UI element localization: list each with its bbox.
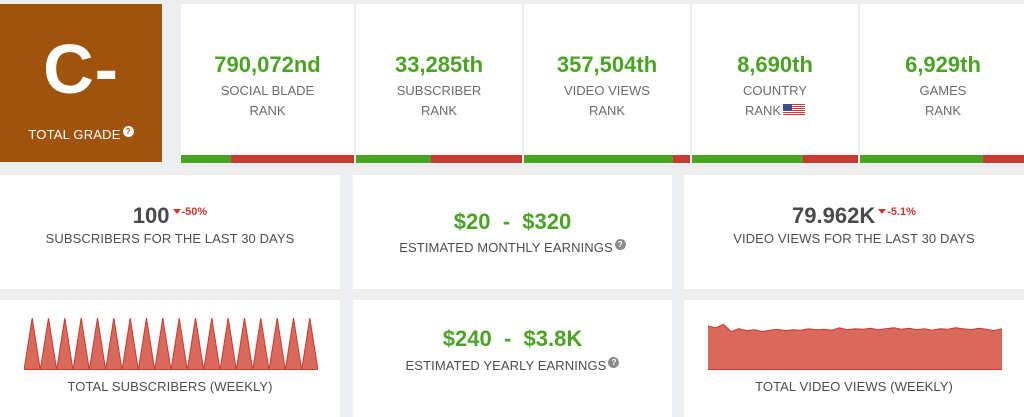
monthly-help-icon[interactable]: ? (614, 239, 626, 250)
rank-label: SUBSCRIBER RANK (396, 83, 482, 118)
views-30-days-value: 79.962K (792, 203, 876, 228)
down-triangle-icon (172, 209, 181, 214)
monthly-earnings-card: $20 - $320 ESTIMATED MONTHLY EARNINGS? (353, 175, 672, 289)
subscribers-weekly-chart (24, 318, 318, 370)
views-weekly-caption: TOTAL VIDEO VIEWS (WEEKLY) (755, 379, 953, 394)
rank-video-views: 357,504th VIDEO VIEWS RANK (524, 4, 690, 163)
subscribers-change: -50% (172, 206, 207, 218)
grade-help-icon[interactable]: ? (122, 126, 134, 137)
down-triangle-icon (878, 209, 887, 214)
grade-label-row: TOTAL GRADE? (0, 126, 162, 142)
rank-social-blade: 790,072nd SOCIAL BLADE RANK (181, 4, 354, 163)
rank-bar (860, 155, 1024, 163)
rank-value: 790,072nd (214, 52, 321, 77)
rank-value: 33,285th (394, 52, 484, 77)
subscribers-30-days-card: 100 -50% SUBSCRIBERS FOR THE LAST 30 DAYS (0, 175, 340, 289)
subscribers-weekly-card: TOTAL SUBSCRIBERS (WEEKLY) (0, 300, 340, 417)
rank-label: SOCIAL BLADE RANK (220, 83, 315, 118)
views-30-days-card: 79.962K -5.1% VIDEO VIEWS FOR THE LAST 30… (684, 175, 1024, 289)
monthly-earnings-caption: ESTIMATED MONTHLY EARNINGS (399, 240, 613, 255)
rank-games: 6,929th GAMES RANK (860, 4, 1024, 163)
subscribers-30-days-caption: SUBSCRIBERS FOR THE LAST 30 DAYS (45, 231, 295, 246)
rank-value: 6,929th (905, 52, 981, 77)
grade-label: TOTAL GRADE (28, 127, 121, 142)
total-grade-card: C- TOTAL GRADE? (0, 4, 162, 162)
yearly-earnings-card: $240 - $3.8K ESTIMATED YEARLY EARNINGS? (353, 300, 672, 417)
rank-row: 790,072nd SOCIAL BLADE RANK 33,285th SUBS… (181, 4, 1024, 163)
subscribers-weekly-caption: TOTAL SUBSCRIBERS (WEEKLY) (67, 379, 273, 394)
rank-bar (692, 155, 858, 163)
monthly-earnings-caption-row: ESTIMATED MONTHLY EARNINGS? (353, 239, 672, 255)
subscribers-weekly-area (24, 318, 318, 370)
rank-value: 357,504th (556, 52, 658, 77)
grade-letter: C- (43, 30, 119, 108)
subscribers-30-days-value: 100 (132, 203, 170, 228)
rank-country: 8,690th COUNTRY RANK (692, 4, 858, 163)
rank-value: 8,690th (737, 52, 813, 77)
rank-bar (524, 155, 690, 163)
views-weekly-card: TOTAL VIDEO VIEWS (WEEKLY) (684, 300, 1024, 417)
views-weekly-area (708, 324, 1002, 370)
us-flag-icon (783, 104, 806, 116)
rank-subscriber: 33,285th SUBSCRIBER RANK (356, 4, 522, 163)
subscribers-30-days-value-row: 100 -50% (0, 203, 340, 229)
monthly-earnings-value: $20 - $320 (453, 209, 572, 234)
yearly-help-icon[interactable]: ? (608, 357, 620, 368)
yearly-earnings-caption-row: ESTIMATED YEARLY EARNINGS? (353, 357, 672, 373)
yearly-earnings-caption: ESTIMATED YEARLY EARNINGS (405, 358, 607, 373)
rank-bar (356, 155, 522, 163)
rank-label: VIDEO VIEWS RANK (564, 83, 650, 118)
views-weekly-chart (708, 323, 1002, 370)
views-30-days-value-row: 79.962K -5.1% (684, 203, 1024, 229)
yearly-earnings-value: $240 - $3.8K (442, 326, 583, 351)
rank-label: COUNTRY RANK (742, 83, 808, 118)
rank-label: GAMES RANK (919, 83, 967, 118)
views-30-days-caption: VIDEO VIEWS FOR THE LAST 30 DAYS (733, 231, 975, 246)
views-weekly-line (708, 323, 1002, 333)
views-change: -5.1% (878, 206, 916, 218)
rank-bar (181, 155, 354, 163)
